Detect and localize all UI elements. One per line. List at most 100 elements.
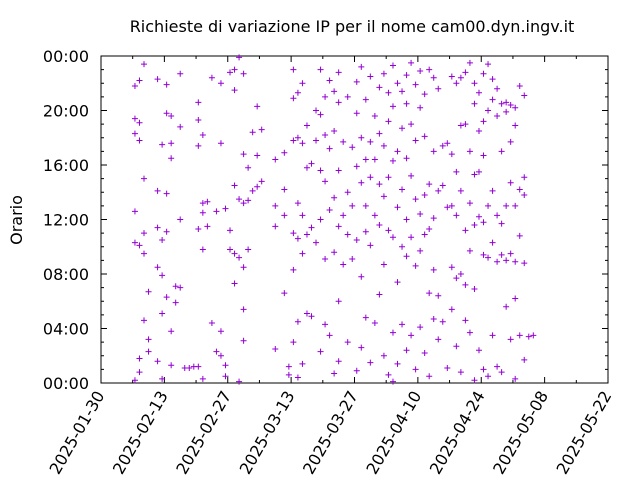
data-point [136, 77, 143, 84]
data-point [340, 212, 347, 219]
data-point [457, 271, 464, 277]
data-point [172, 299, 179, 306]
data-point [408, 59, 415, 66]
data-point [195, 99, 202, 106]
data-point [136, 355, 143, 362]
data-point [136, 242, 143, 249]
data-point [308, 224, 315, 231]
data-point [335, 69, 342, 76]
y-axis-label: Orario [7, 195, 26, 245]
data-point [480, 118, 487, 125]
data-point [131, 82, 138, 89]
y-tick-label: 04:00 [43, 320, 89, 339]
data-point [444, 204, 451, 211]
data-point [294, 134, 301, 141]
data-point [231, 280, 238, 287]
data-point [466, 247, 473, 254]
data-point [453, 343, 460, 350]
data-point [448, 151, 455, 158]
data-point [195, 226, 202, 233]
data-point [344, 93, 351, 100]
data-point [471, 221, 478, 228]
data-point [163, 228, 170, 235]
data-point [177, 216, 184, 223]
data-point [489, 239, 496, 246]
data-point [131, 115, 138, 122]
data-point [240, 306, 247, 313]
data-point [380, 70, 387, 77]
data-point [272, 345, 279, 352]
data-point [453, 80, 460, 87]
data-point [498, 100, 505, 107]
data-point [281, 290, 288, 297]
data-point [290, 66, 297, 73]
data-point [494, 85, 501, 92]
data-point [177, 123, 184, 130]
data-point [313, 107, 320, 114]
data-point [204, 198, 211, 205]
data-point [421, 91, 428, 98]
data-point [367, 242, 374, 249]
data-point [313, 137, 320, 144]
data-point [199, 375, 206, 382]
data-point [222, 373, 229, 380]
data-point [466, 148, 473, 155]
data-point [353, 78, 360, 85]
data-point [521, 92, 528, 99]
data-point [426, 290, 433, 297]
data-point [168, 362, 175, 369]
x-tick-label: 2025-04-24 [426, 388, 489, 478]
data-point [494, 112, 501, 119]
data-point [131, 377, 138, 384]
data-point [507, 179, 514, 186]
x-tick-label: 2025-05-08 [489, 388, 552, 478]
y-tick-label: 12:00 [43, 211, 89, 230]
data-point [217, 352, 224, 359]
data-point [136, 119, 143, 126]
data-point [471, 100, 478, 107]
data-point [217, 140, 224, 147]
data-point [331, 370, 338, 377]
data-point [489, 332, 496, 339]
data-point [408, 234, 415, 241]
data-point [399, 321, 406, 328]
data-point [163, 110, 170, 117]
x-tick-label: 2025-04-10 [362, 388, 425, 478]
data-point [303, 122, 310, 129]
data-point [231, 66, 238, 73]
data-point [494, 363, 501, 370]
y-tick-label: 00:00 [43, 47, 89, 66]
data-point [353, 236, 360, 243]
data-point [199, 246, 206, 253]
data-point [471, 377, 478, 384]
data-point [141, 230, 148, 237]
data-point [163, 81, 170, 88]
data-point [521, 191, 528, 198]
data-point [240, 200, 247, 207]
data-point [236, 378, 243, 385]
data-point [498, 369, 505, 376]
data-point [358, 273, 365, 280]
data-point [394, 279, 401, 286]
data-point [231, 87, 238, 94]
data-point [399, 125, 406, 132]
data-point [254, 103, 261, 110]
data-point [462, 121, 469, 128]
data-point [498, 251, 505, 258]
data-point [145, 288, 152, 295]
data-point [471, 80, 478, 87]
data-point [439, 142, 446, 149]
data-point [303, 231, 310, 238]
data-point [512, 104, 519, 111]
data-point [485, 107, 492, 114]
data-point [448, 73, 455, 80]
data-point [249, 129, 256, 136]
data-point [512, 375, 519, 382]
data-point [159, 236, 166, 243]
data-point [408, 332, 415, 339]
data-point [430, 148, 437, 155]
data-point [141, 175, 148, 182]
data-point [240, 264, 247, 271]
x-axis: 2025-01-30 2025-02-13 2025-02-27 2025-03-13… [46, 56, 615, 478]
data-point [421, 231, 428, 238]
